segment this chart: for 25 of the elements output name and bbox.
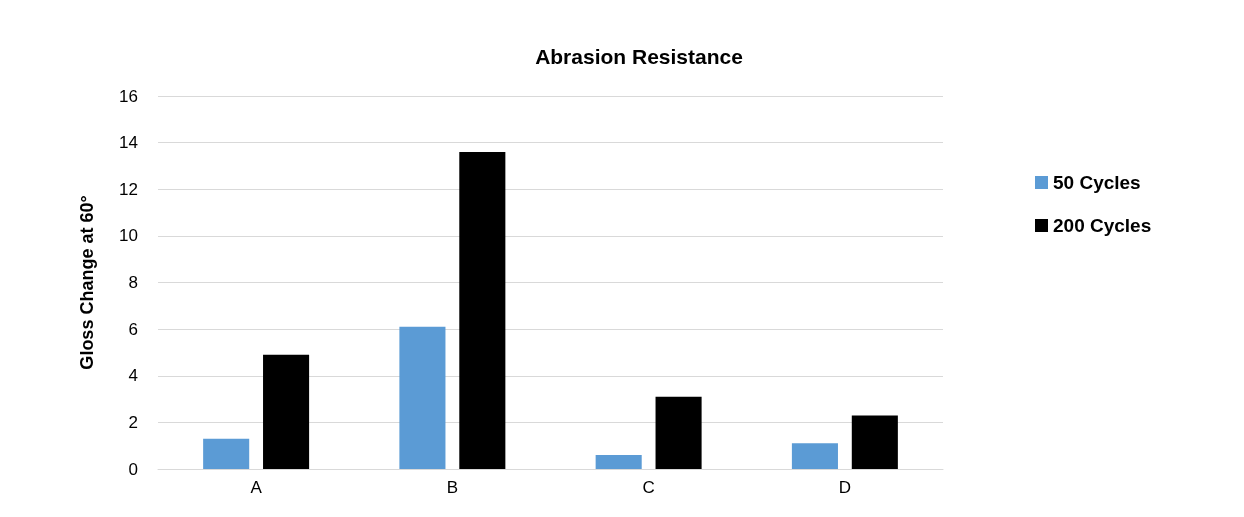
bar: [459, 151, 506, 469]
y-tick-label: 6: [128, 319, 138, 339]
y-tick-label: 14: [119, 133, 138, 153]
x-tick-label: B: [446, 478, 459, 497]
bar: [399, 326, 446, 469]
bar: [595, 455, 642, 469]
legend-label: 200 Cycles: [1053, 215, 1152, 236]
chart-title: Abrasion Resistance: [535, 45, 743, 68]
bar: [203, 438, 250, 469]
y-tick-label: 2: [128, 412, 138, 432]
y-axis-title: Gloss Change at 60°: [77, 195, 97, 370]
y-tick-label: 8: [128, 273, 138, 292]
y-tick-label: 16: [119, 86, 138, 106]
x-tick-label: D: [838, 478, 852, 497]
y-tick-label: 0: [128, 459, 138, 479]
bar: [791, 443, 838, 469]
x-tick-label: C: [642, 478, 655, 497]
bar: [655, 396, 702, 469]
bar: [263, 354, 310, 469]
y-tick-label: 10: [119, 226, 138, 246]
x-tick-label: A: [250, 478, 263, 497]
legend-label: 50 Cycles: [1053, 172, 1141, 193]
bar: [851, 415, 898, 469]
y-tick-label: 12: [119, 179, 138, 199]
y-tick-label: 4: [128, 366, 138, 386]
